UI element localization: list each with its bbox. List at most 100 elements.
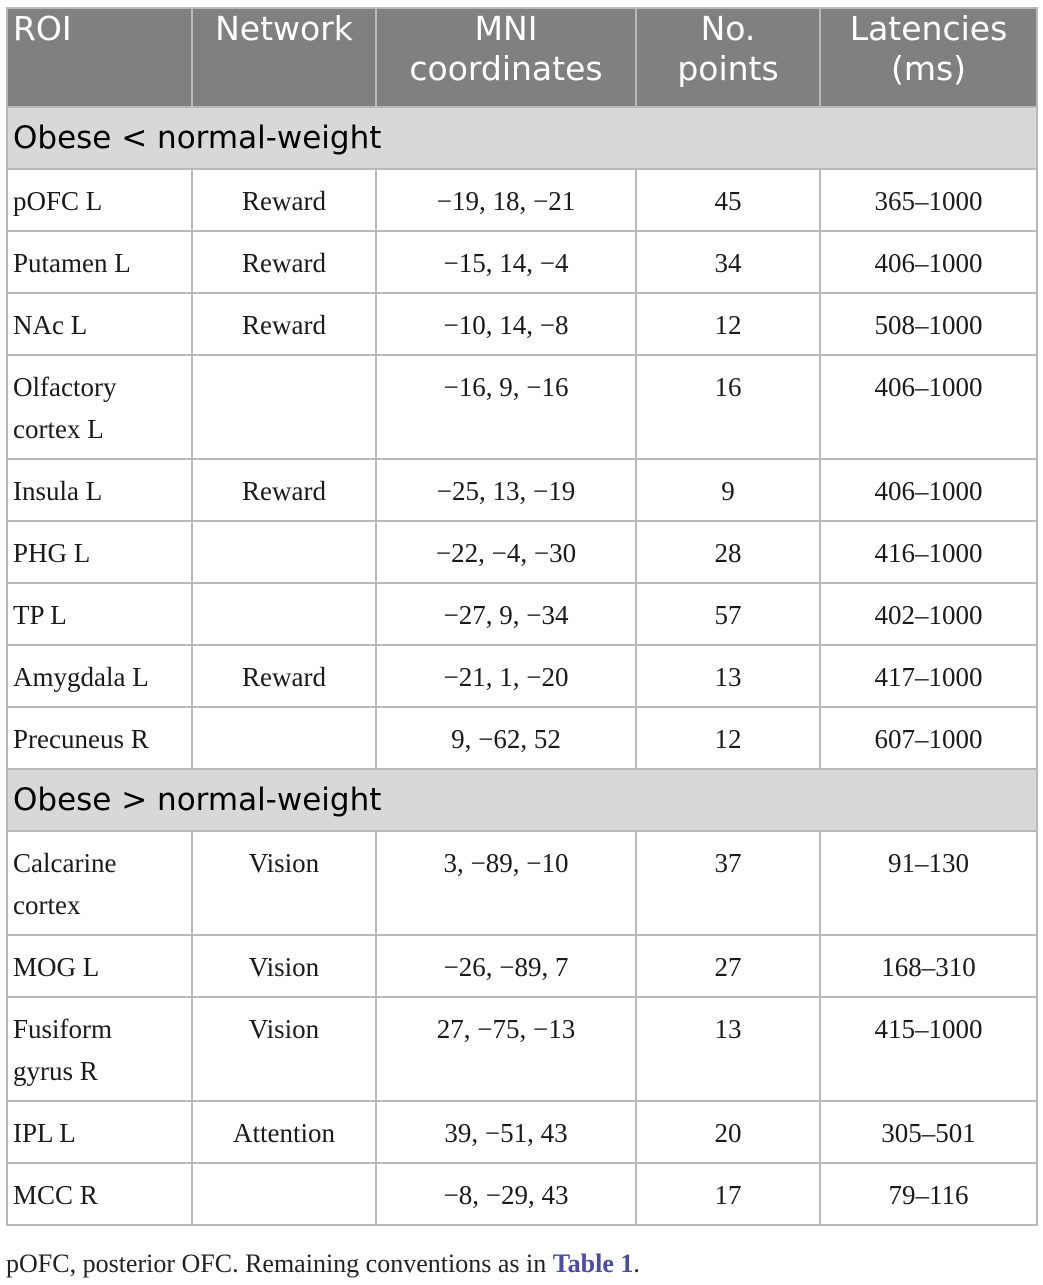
- cell-mni-coordinates: −8, −29, 43: [375, 1162, 637, 1226]
- roi-name: PHG L: [13, 538, 91, 568]
- roi-name: MOG L: [13, 952, 100, 982]
- cell-roi: MOG L: [6, 934, 193, 998]
- table-row: Fusiform gyrus R Vision 27, −75, −13 13 415–1…: [6, 996, 1038, 1102]
- table-1-link[interactable]: Table 1: [552, 1249, 634, 1278]
- table-row: Calcarine cortex Vision 3, −89, −10 37 91–130: [6, 830, 1038, 936]
- cell-network: Vision: [191, 934, 377, 998]
- cell-latencies: 417–1000: [819, 644, 1038, 708]
- cell-roi: Putamen L: [6, 230, 193, 294]
- table-row: pOFC L Reward −19, 18, −21 45 365–1000: [6, 168, 1038, 232]
- cell-no-points: 9: [635, 458, 821, 522]
- cell-network: Vision: [191, 996, 377, 1102]
- table-row: NAc L Reward −10, 14, −8 12 508–1000: [6, 292, 1038, 356]
- table-row: Insula L Reward −25, 13, −19 9 406–1000: [6, 458, 1038, 522]
- table-row: MOG L Vision −26, −89, 7 27 168–310: [6, 934, 1038, 998]
- cell-no-points: 57: [635, 582, 821, 646]
- cell-no-points: 13: [635, 996, 821, 1102]
- roi-name: TP L: [13, 600, 67, 630]
- cell-network: Vision: [191, 830, 377, 936]
- cell-roi: PHG L: [6, 520, 193, 584]
- roi-name-continued: cortex L: [13, 414, 104, 444]
- table-row: MCC R −8, −29, 43 17 79–116: [6, 1162, 1038, 1226]
- cell-network: [191, 706, 377, 770]
- cell-roi: MCC R: [6, 1162, 193, 1226]
- cell-latencies: 79–116: [819, 1162, 1038, 1226]
- header-row: ROI Network MNI coordinates No. points Lat…: [6, 7, 1038, 108]
- cell-mni-coordinates: 3, −89, −10: [375, 830, 637, 936]
- cell-no-points: 16: [635, 354, 821, 460]
- roi-name: Amygdala L: [13, 662, 149, 692]
- group-label: Obese < normal-weight: [6, 106, 1038, 170]
- header-roi: ROI: [6, 7, 193, 108]
- cell-latencies: 168–310: [819, 934, 1038, 998]
- cell-mni-coordinates: −25, 13, −19: [375, 458, 637, 522]
- cell-network: Reward: [191, 230, 377, 294]
- header-network: Network: [191, 7, 377, 108]
- table-caption: pOFC, posterior OFC. Remaining conventio…: [6, 1249, 640, 1278]
- cell-latencies: 607–1000: [819, 706, 1038, 770]
- cell-mni-coordinates: 9, −62, 52: [375, 706, 637, 770]
- cell-no-points: 17: [635, 1162, 821, 1226]
- roi-name: IPL L: [13, 1118, 76, 1148]
- roi-name: MCC R: [13, 1180, 98, 1210]
- roi-name: NAc L: [13, 310, 88, 340]
- cell-network: Reward: [191, 168, 377, 232]
- cell-mni-coordinates: −10, 14, −8: [375, 292, 637, 356]
- table-row: Olfactory cortex L −16, 9, −16 16 406–1000: [6, 354, 1038, 460]
- roi-name: Insula L: [13, 476, 103, 506]
- roi-name: Olfactory: [13, 372, 117, 402]
- cell-mni-coordinates: −21, 1, −20: [375, 644, 637, 708]
- cell-network: Reward: [191, 292, 377, 356]
- cell-roi: Insula L: [6, 458, 193, 522]
- roi-name-continued: cortex: [13, 890, 81, 920]
- cell-roi: Amygdala L: [6, 644, 193, 708]
- roi-name: pOFC L: [13, 186, 103, 216]
- group-row: Obese < normal-weight: [6, 106, 1038, 170]
- roi-name: Fusiform: [13, 1014, 113, 1044]
- roi-name: Putamen L: [13, 248, 131, 278]
- group-label: Obese > normal-weight: [6, 768, 1038, 832]
- cell-latencies: 365–1000: [819, 168, 1038, 232]
- cell-roi: Fusiform gyrus R: [6, 996, 193, 1102]
- cell-mni-coordinates: −26, −89, 7: [375, 934, 637, 998]
- cell-mni-coordinates: −16, 9, −16: [375, 354, 637, 460]
- cell-network: [191, 582, 377, 646]
- header-no-points: No. points: [635, 7, 821, 108]
- table-row: PHG L −22, −4, −30 28 416–1000: [6, 520, 1038, 584]
- cell-latencies: 508–1000: [819, 292, 1038, 356]
- header-latencies: Latencies (ms): [819, 7, 1038, 108]
- cell-roi: Calcarine cortex: [6, 830, 193, 936]
- cell-mni-coordinates: −15, 14, −4: [375, 230, 637, 294]
- table-row: TP L −27, 9, −34 57 402–1000: [6, 582, 1038, 646]
- cell-roi: Olfactory cortex L: [6, 354, 193, 460]
- roi-name-continued: gyrus R: [13, 1056, 98, 1086]
- cell-network: Reward: [191, 458, 377, 522]
- cell-latencies: 91–130: [819, 830, 1038, 936]
- cell-network: [191, 520, 377, 584]
- table-body: Obese < normal-weight pOFC L Reward −19, 18…: [6, 106, 1038, 1226]
- cell-network: [191, 354, 377, 460]
- cell-latencies: 416–1000: [819, 520, 1038, 584]
- table-row: Putamen L Reward −15, 14, −4 34 406–1000: [6, 230, 1038, 294]
- cell-mni-coordinates: 27, −75, −13: [375, 996, 637, 1102]
- cell-no-points: 45: [635, 168, 821, 232]
- table-row: Precuneus R 9, −62, 52 12 607–1000: [6, 706, 1038, 770]
- table-row: Amygdala L Reward −21, 1, −20 13 417–1000: [6, 644, 1038, 708]
- group-row: Obese > normal-weight: [6, 768, 1038, 832]
- header-mni-coordinates: MNI coordinates: [375, 7, 637, 108]
- cell-latencies: 406–1000: [819, 458, 1038, 522]
- cell-latencies: 402–1000: [819, 582, 1038, 646]
- cell-roi: NAc L: [6, 292, 193, 356]
- cell-mni-coordinates: −27, 9, −34: [375, 582, 637, 646]
- cell-no-points: 20: [635, 1100, 821, 1164]
- cell-latencies: 406–1000: [819, 354, 1038, 460]
- cell-no-points: 28: [635, 520, 821, 584]
- cell-mni-coordinates: −19, 18, −21: [375, 168, 637, 232]
- table-row: IPL L Attention 39, −51, 43 20 305–501: [6, 1100, 1038, 1164]
- cell-latencies: 415–1000: [819, 996, 1038, 1102]
- cell-mni-coordinates: 39, −51, 43: [375, 1100, 637, 1164]
- cell-network: [191, 1162, 377, 1226]
- cell-no-points: 12: [635, 292, 821, 356]
- cell-no-points: 34: [635, 230, 821, 294]
- cell-no-points: 27: [635, 934, 821, 998]
